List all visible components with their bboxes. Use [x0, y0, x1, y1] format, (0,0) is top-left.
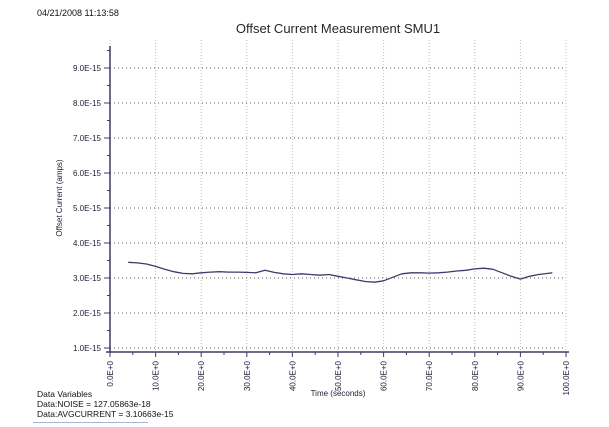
data-avgcurrent-value: Data:AVGCURRENT = 3.10663e-15	[37, 409, 174, 419]
y-tick-label: 2.0E-15	[73, 309, 102, 318]
data-noise-value: Data:NOISE = 127.05863e-18	[37, 399, 151, 409]
y-tick-label: 4.0E-15	[73, 239, 102, 248]
timestamp: 04/21/2008 11:13:58	[37, 8, 119, 18]
y-tick-label: 5.0E-15	[73, 204, 102, 213]
y-tick-label: 8.0E-15	[73, 99, 102, 108]
data-variables-heading: Data Variables	[37, 389, 93, 399]
x-tick-label: 50.0E+0	[334, 360, 343, 391]
x-tick-label: 20.0E+0	[197, 360, 206, 391]
x-tick-label: 40.0E+0	[288, 360, 297, 391]
chart-title: Offset Current Measurement SMU1	[235, 21, 441, 36]
data-line	[128, 261, 553, 283]
footer-underline	[33, 422, 148, 423]
x-tick-label: 30.0E+0	[243, 360, 252, 391]
x-tick-label: 10.0E+0	[152, 360, 161, 391]
x-tick-label: 70.0E+0	[425, 360, 434, 391]
y-tick-label: 6.0E-15	[73, 169, 102, 178]
data-variables-block: Data Variables Data:NOISE = 127.05863e-1…	[37, 389, 173, 419]
y-tick-label: 3.0E-15	[73, 274, 102, 283]
y-axis-title: Offset Current (amps)	[55, 159, 64, 237]
y-tick-label: 1.0E-15	[73, 344, 102, 353]
x-tick-label: 90.0E+0	[516, 360, 525, 391]
x-tick-label: 0.0E+0	[106, 360, 115, 386]
y-tick-label: 7.0E-15	[73, 134, 102, 143]
y-tick-label: 9.0E-15	[73, 64, 102, 73]
x-tick-label: 80.0E+0	[471, 360, 480, 391]
x-tick-label: 60.0E+0	[380, 360, 389, 391]
x-tick-label: 100.0E+0	[562, 360, 571, 395]
x-axis-title: Time (seconds)	[311, 389, 366, 398]
